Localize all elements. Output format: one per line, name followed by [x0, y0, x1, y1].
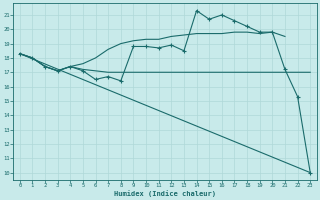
X-axis label: Humidex (Indice chaleur): Humidex (Indice chaleur) [114, 190, 216, 197]
